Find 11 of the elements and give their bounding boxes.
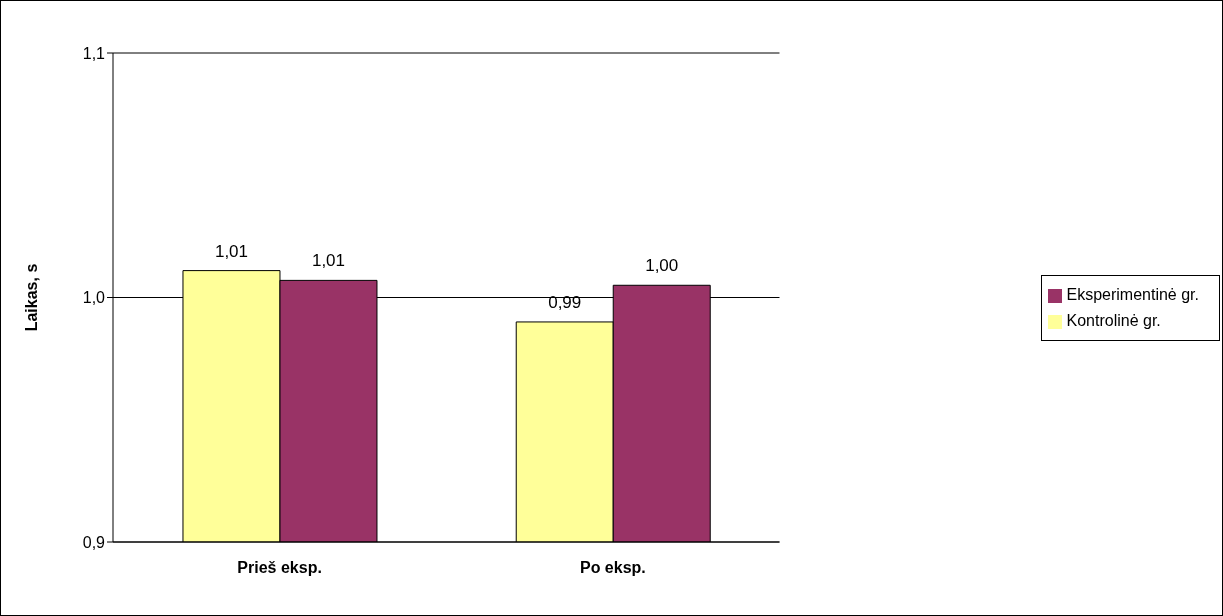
data-label: 1,01 (214, 241, 249, 261)
y-tick-label: 1,0 (82, 289, 106, 307)
data-label: 1,01 (311, 251, 346, 271)
y-tick-label: 0,9 (82, 533, 106, 551)
legend-label: Kontrolinė gr. (1066, 312, 1161, 329)
y-tick-label: 1,1 (82, 44, 106, 62)
x-tick-label: Po eksp. (579, 559, 646, 577)
y-axis-title: Laikas, s (22, 263, 40, 332)
data-label: 1,00 (645, 256, 679, 276)
x-tick-label: Prieš eksp. (237, 559, 322, 577)
legend-label: Eksperimentinė gr. (1066, 286, 1199, 303)
